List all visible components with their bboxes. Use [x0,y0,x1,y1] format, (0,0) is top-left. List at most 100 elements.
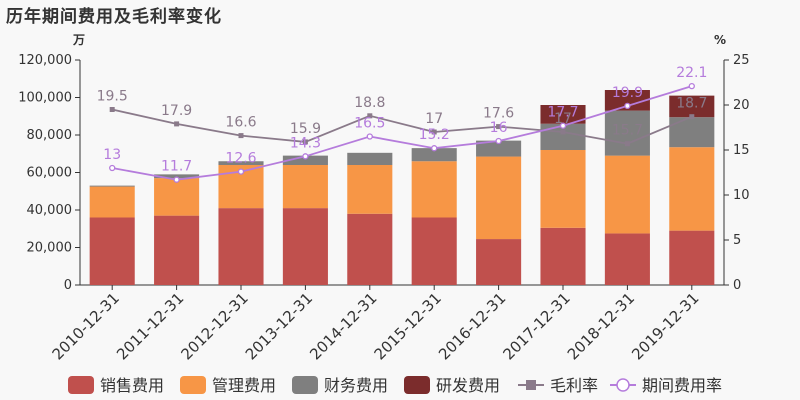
bar-4 [669,95,715,118]
line-2-data-label: 19.9 [612,85,643,101]
chart-title: 历年期间费用及毛利率变化 [6,7,222,27]
line-1-point [496,124,502,130]
bar-3 [154,174,200,179]
line-2-data-label: 12.6 [225,151,256,167]
line-2-data-label: 13 [103,147,121,163]
line-2-point [495,137,502,145]
x-tick-label: 2019-12-31 [628,289,702,363]
y-left-tick-label: 0 [64,278,72,293]
line-1-data-label: 19.5 [97,89,128,105]
bar-1 [154,215,200,285]
bar-1 [476,239,522,285]
line-1-data-label: 16.6 [225,115,256,131]
x-tick-label: 2016-12-31 [435,289,509,363]
line-2-data-label: 14.3 [290,135,321,151]
bar-3 [411,148,457,162]
x-tick-label: 2015-12-31 [371,289,445,363]
line-1-point [174,121,180,127]
x-tick-label: 2010-12-31 [49,289,123,363]
bar-1 [347,213,393,285]
bar-2 [604,155,650,234]
bar-2 [282,165,328,209]
legend-label: 研发费用 [436,376,500,395]
bar-2 [669,147,715,231]
bar-3 [282,155,328,165]
legend-swatch [68,376,94,394]
line-2-data-label: 17.7 [547,105,578,121]
bar-1 [411,217,457,285]
line-2-data-label: 16 [490,120,508,136]
legend-swatch [404,376,430,394]
bar-3 [669,117,715,148]
line-2-point [559,122,567,129]
line-1-data-label: 17 [554,111,572,127]
line-2-point [624,102,631,110]
line-2-point [302,153,309,160]
y-left-tick-label: 60,000 [27,166,73,181]
y-left-tick-label: 40,000 [27,203,73,218]
legend-swatch-marker [616,378,630,392]
line-2-point [109,164,116,172]
y-left-tick-label: 100,000 [18,91,72,106]
bar-1 [218,208,264,285]
legend-label: 管理费用 [212,376,276,395]
y-right-unit: % [714,33,726,47]
y-right-tick-label: 0 [733,278,741,293]
bar-4 [604,90,650,111]
x-tick-label: 2017-12-31 [499,289,573,363]
y-left-tick-label: 80,000 [27,128,73,143]
line-1-data-label: 17.6 [483,106,514,122]
legend-swatch [180,376,206,394]
line-1-point [109,107,115,112]
line-1-data-label: 15.7 [612,123,643,139]
y-right-tick-label: 25 [733,53,750,68]
x-tick-label: 2013-12-31 [242,289,316,363]
x-tick-label: 2014-12-31 [306,289,380,363]
line-2-point [366,133,373,140]
bar-2 [89,186,135,218]
x-tick-label: 2018-12-31 [564,289,638,363]
y-right-tick-label: 15 [733,143,750,158]
line-2 [112,85,693,181]
line-1-point [302,139,308,145]
x-tick-label: 2012-12-31 [177,289,251,363]
bar-2 [540,150,586,228]
y-left-tick-label: 20,000 [27,241,73,256]
bar-3 [604,110,650,156]
line-2-point [173,176,180,183]
line-2-point [431,145,438,152]
line-1-data-label: 18.8 [354,95,385,111]
legend-swatch [292,376,318,394]
bar-2 [154,178,200,216]
bar-1 [282,208,328,285]
bar-2 [476,156,522,240]
line-2-data-label: 11.7 [161,159,192,175]
bar-2 [347,165,393,214]
line-1-point [689,114,695,120]
line-1-point [560,129,566,135]
line-1 [112,108,693,145]
y-right-tick-label: 10 [733,188,750,203]
legend-label: 期间费用率 [642,376,722,395]
bar-3 [347,152,393,165]
line-2-point [688,82,695,90]
line-1-data-label: 17 [425,111,443,127]
line-1-data-label: 17.9 [161,103,192,119]
y-left-unit: 万 [72,33,85,47]
bar-1 [89,217,135,285]
line-1-data-label: 18.7 [676,96,707,112]
line-2-data-label: 16.5 [354,116,385,132]
line-2-data-label: 15.2 [419,127,450,143]
bar-1 [540,227,586,285]
bar-3 [476,140,522,157]
line-1-point [238,133,244,139]
line-2-data-label: 22.1 [676,65,707,81]
line-1-point [431,129,437,135]
bar-3 [89,185,135,187]
legend-swatch-marker [526,380,536,390]
bar-1 [669,230,715,285]
y-right-tick-label: 5 [733,233,741,248]
line-1-point [367,113,373,119]
y-left-tick-label: 120,000 [18,53,72,68]
line-1-point [624,141,630,147]
